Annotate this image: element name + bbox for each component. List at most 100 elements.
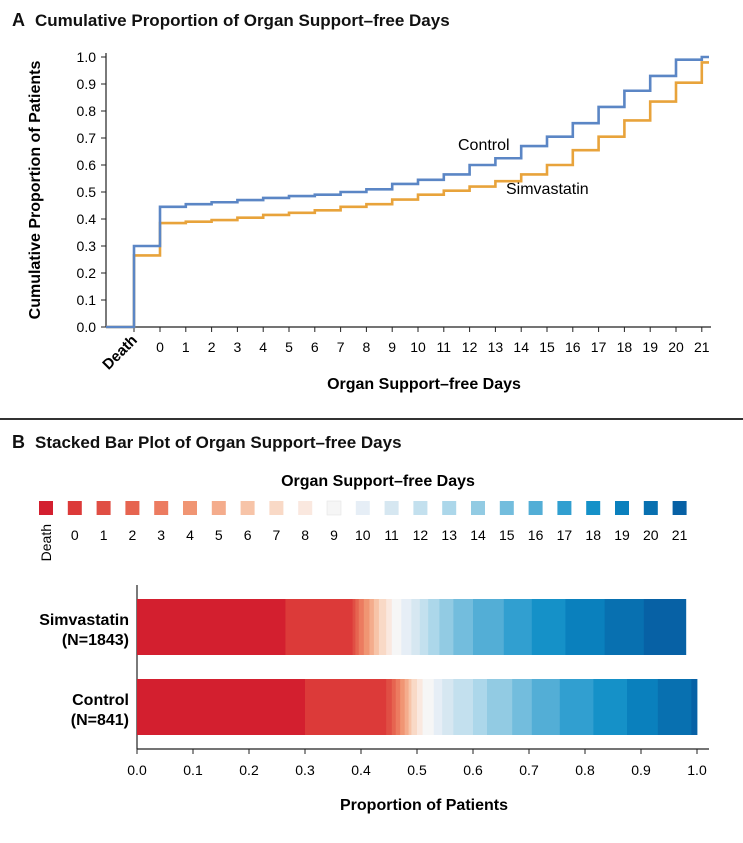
bar-segment — [411, 599, 421, 655]
bar-segment — [473, 679, 488, 735]
x-tick-label: 10 — [410, 339, 426, 355]
series-annotation-control: Control — [458, 137, 510, 154]
legend-label: 3 — [157, 527, 165, 543]
bar-segment — [391, 599, 402, 655]
bar-segment — [355, 599, 360, 655]
x-tick-label: 5 — [285, 339, 293, 355]
legend-label: 7 — [273, 527, 281, 543]
bar-segment — [386, 679, 393, 735]
legend-swatch — [96, 501, 111, 515]
bar-segment — [419, 599, 429, 655]
bar-segment — [391, 679, 397, 735]
bar-label: Simvastatin — [39, 612, 129, 629]
bar-label: (N=841) — [71, 712, 129, 729]
bar-segment — [417, 679, 423, 735]
bar-label: (N=1843) — [62, 632, 129, 649]
bar-segment — [408, 679, 412, 735]
x-tick-label: 3 — [234, 339, 242, 355]
x-tick-label: 21 — [694, 339, 710, 355]
legend-swatch — [211, 501, 226, 515]
panel-a-title-text: Cumulative Proportion of Organ Support–f… — [35, 11, 450, 30]
bar-segment — [378, 599, 387, 655]
bar-segment — [400, 679, 406, 735]
x-tick-label: 12 — [462, 339, 478, 355]
x-axis-label: Proportion of Patients — [340, 797, 508, 814]
x-tick-label: 4 — [259, 339, 267, 355]
bar-segment — [285, 599, 353, 655]
x-tick-label: 0.6 — [463, 762, 483, 778]
x-tick-label: 19 — [642, 339, 658, 355]
y-tick-label: 0.8 — [77, 103, 97, 119]
legend-swatch — [269, 501, 284, 515]
x-tick-label: Death — [99, 332, 140, 373]
legend-label: 13 — [441, 527, 457, 543]
legend-label: 14 — [470, 527, 486, 543]
x-tick-label: 15 — [539, 339, 555, 355]
bar-segment — [559, 679, 594, 735]
bar-segment — [404, 679, 409, 735]
y-tick-label: 0.1 — [77, 292, 97, 308]
legend-swatch — [355, 501, 370, 515]
legend-label: 5 — [215, 527, 223, 543]
bar-segment — [369, 599, 375, 655]
x-tick-label: 0.5 — [407, 762, 427, 778]
legend-label: 4 — [186, 527, 194, 543]
legend-title: Organ Support–free Days — [281, 473, 475, 490]
x-tick-label: 8 — [363, 339, 371, 355]
bar-segment — [643, 599, 687, 655]
bar-segment — [604, 599, 645, 655]
bar-segment — [473, 599, 505, 655]
y-tick-label: 0.9 — [77, 76, 97, 92]
bar-segment — [428, 599, 440, 655]
y-tick-label: 0.6 — [77, 157, 97, 173]
y-tick-label: 0.2 — [77, 265, 97, 281]
x-tick-label: 0.7 — [519, 762, 539, 778]
cumulative-line-chart: 0.0 0.1 0.2 0.3 0.4 0.5 0.6 0.7 0.8 0.9 1.0 Cumulat… — [27, 49, 711, 393]
x-tick-label: 0.4 — [351, 762, 371, 778]
legend-swatch — [471, 501, 485, 515]
series-line-control — [106, 55, 709, 329]
bar-segment — [487, 679, 513, 735]
legend-swatch — [326, 500, 342, 516]
x-tick-label: 7 — [337, 339, 345, 355]
legend-swatch — [39, 501, 53, 515]
bar-segment — [422, 679, 435, 735]
bar-segment — [439, 599, 454, 655]
x-tick-label: 1 — [182, 339, 190, 355]
bar-segment — [386, 599, 393, 655]
legend-label: 0 — [71, 527, 79, 543]
bar-segment — [657, 679, 692, 735]
legend-swatch — [442, 501, 457, 515]
bar-segment — [531, 679, 561, 735]
x-tick-label: 0.1 — [183, 762, 203, 778]
legend-label: 6 — [244, 527, 252, 543]
bar-segment — [395, 679, 401, 735]
legend-label: 11 — [384, 527, 399, 543]
legend-swatch — [643, 501, 658, 515]
bar-label: Control — [72, 692, 129, 709]
bar-segment — [453, 679, 474, 735]
series-annotation-simvastatin: Simvastatin — [506, 181, 589, 198]
y-tick-label: 0.4 — [77, 211, 97, 227]
legend-swatch — [413, 501, 428, 515]
panel-a: A Cumulative Proportion of Organ Support–… — [0, 0, 743, 420]
bar-segment — [363, 599, 370, 655]
legend-swatch — [672, 501, 687, 515]
legend-label: 2 — [129, 527, 137, 543]
legend-label: 20 — [643, 527, 659, 543]
x-tick-label: 0.8 — [575, 762, 595, 778]
x-tick-label: 0.3 — [295, 762, 315, 778]
y-tick-label: 1.0 — [77, 49, 97, 65]
legend-swatch — [154, 501, 169, 515]
x-tick-label: 20 — [668, 339, 684, 355]
legend-label: 18 — [585, 527, 601, 543]
x-tick-label: 0.0 — [127, 762, 147, 778]
legend-swatch — [183, 501, 197, 515]
y-axis-label: Cumulative Proportion of Patients — [27, 61, 44, 320]
bar-segment — [565, 599, 605, 655]
x-tick-label: 9 — [388, 339, 396, 355]
legend-label: 10 — [355, 527, 371, 543]
series-line-simvastatin — [106, 61, 709, 329]
